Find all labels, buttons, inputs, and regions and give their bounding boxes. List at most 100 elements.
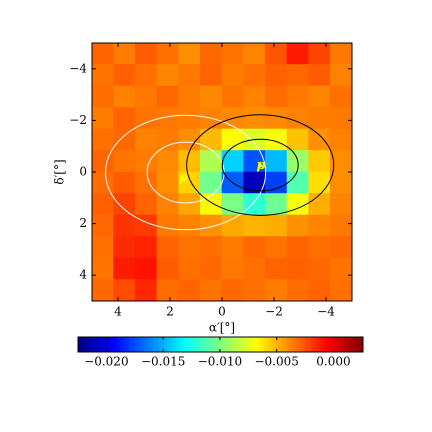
colorbar-slice [234, 337, 238, 352]
colorbar-slice [241, 337, 245, 352]
heatmap-cell [221, 236, 244, 259]
heatmap-cell [330, 171, 353, 194]
heatmap-cell [221, 214, 244, 237]
heatmap-cell [330, 279, 353, 302]
colorbar-slice [101, 337, 105, 352]
colorbar-slice [144, 337, 148, 352]
heatmap-cell [91, 214, 114, 237]
colorbar-tick-label: −0.015 [141, 355, 185, 369]
colorbar-slice [108, 337, 112, 352]
colorbar-slice [263, 337, 267, 352]
colorbar-slice [294, 337, 297, 352]
colorbar-slice [85, 337, 88, 352]
heatmap-cell [265, 150, 288, 173]
heatmap-cell [113, 107, 136, 130]
colorbar-slice [260, 337, 264, 352]
colorbar-slice [151, 337, 155, 352]
colorbar-slice [208, 337, 212, 352]
colorbar-slice [296, 337, 300, 352]
colorbar-slice [327, 337, 331, 352]
heatmap-cell [330, 85, 353, 108]
colorbar-slice [158, 337, 162, 352]
heatmap-cell [156, 171, 179, 194]
heatmap-cell [265, 107, 288, 130]
contour-ellipse [105, 114, 267, 231]
heatmap-cell [113, 193, 136, 216]
colorbar-slice [282, 337, 286, 352]
heatmap-cell [243, 85, 266, 108]
colorbar-slice [265, 337, 269, 352]
colorbar-slice [258, 337, 262, 352]
colorbar-slice [246, 337, 250, 352]
heatmap-cell [308, 85, 331, 108]
colorbar-slice [353, 337, 357, 352]
colorbar-tick-label: −0.010 [198, 355, 242, 369]
heatmap [91, 42, 353, 302]
colorbar-slice [192, 337, 195, 352]
colorbar-slice [139, 337, 143, 352]
heatmap-cell [156, 236, 179, 259]
point-label: p [178, 171, 187, 186]
colorbar-slice [149, 337, 153, 352]
colorbar-slice [175, 337, 179, 352]
colorbar-slice [132, 337, 136, 352]
colorbar-slice [232, 337, 236, 352]
heatmap-cell [178, 257, 201, 280]
colorbar-slice [199, 337, 202, 352]
heatmap-cell [178, 64, 201, 87]
y-tick-label: 0 [79, 165, 87, 179]
colorbar-slice [317, 337, 321, 352]
heatmap-cell [243, 236, 266, 259]
heatmap-cell [156, 279, 179, 302]
colorbar-slice [355, 337, 359, 352]
heatmap-cell [308, 128, 331, 151]
colorbar-slice [113, 337, 117, 352]
colorbar-slice [313, 337, 316, 352]
colorbar-slice [82, 337, 86, 352]
colorbar [78, 337, 364, 352]
colorbar-slice [344, 337, 347, 352]
heatmap-cell [286, 236, 309, 259]
colorbar-slice [334, 337, 338, 352]
heatmap-cell [330, 107, 353, 130]
heatmap-cell [156, 42, 179, 65]
heatmap-cell [91, 193, 114, 216]
heatmap-cell [178, 107, 201, 130]
heatmap-cell [91, 257, 114, 280]
colorbar-slice [213, 337, 217, 352]
heatmap-cell [91, 236, 114, 259]
colorbar-slice [268, 337, 271, 352]
heatmap-cell [113, 257, 136, 280]
colorbar-slice [116, 337, 119, 352]
heatmap-cell [265, 85, 288, 108]
heatmap-cell [178, 150, 201, 173]
heatmap-cell [135, 236, 158, 259]
heatmap-cell [243, 279, 266, 302]
colorbar-slice [256, 337, 259, 352]
colorbar-slice [298, 337, 302, 352]
colorbar-slice [189, 337, 193, 352]
heatmap-cell [156, 257, 179, 280]
heatmap-cell [286, 42, 309, 65]
colorbar-tick-label: −0.020 [84, 355, 128, 369]
heatmap-cell [243, 257, 266, 280]
colorbar-slice [182, 337, 186, 352]
heatmap-cell [178, 85, 201, 108]
heatmap-cell [308, 214, 331, 237]
colorbar-slice [237, 337, 240, 352]
heatmap-cell [91, 171, 114, 194]
heatmap-cell [200, 42, 223, 65]
colorbar-slice [78, 337, 81, 352]
heatmap-cell [113, 171, 136, 194]
y-tick-label: −4 [69, 61, 87, 75]
colorbar-slice [173, 337, 176, 352]
heatmap-cell [200, 257, 223, 280]
colorbar-slice [222, 337, 226, 352]
y-axis-label: δ′[°] [53, 159, 67, 184]
x-tick-label: 4 [114, 305, 122, 319]
colorbar-slice [230, 337, 233, 352]
heatmap-cell [135, 85, 158, 108]
heatmap-cell [178, 128, 201, 151]
heatmap-cell [113, 150, 136, 173]
contour-ellipse [221, 138, 299, 192]
